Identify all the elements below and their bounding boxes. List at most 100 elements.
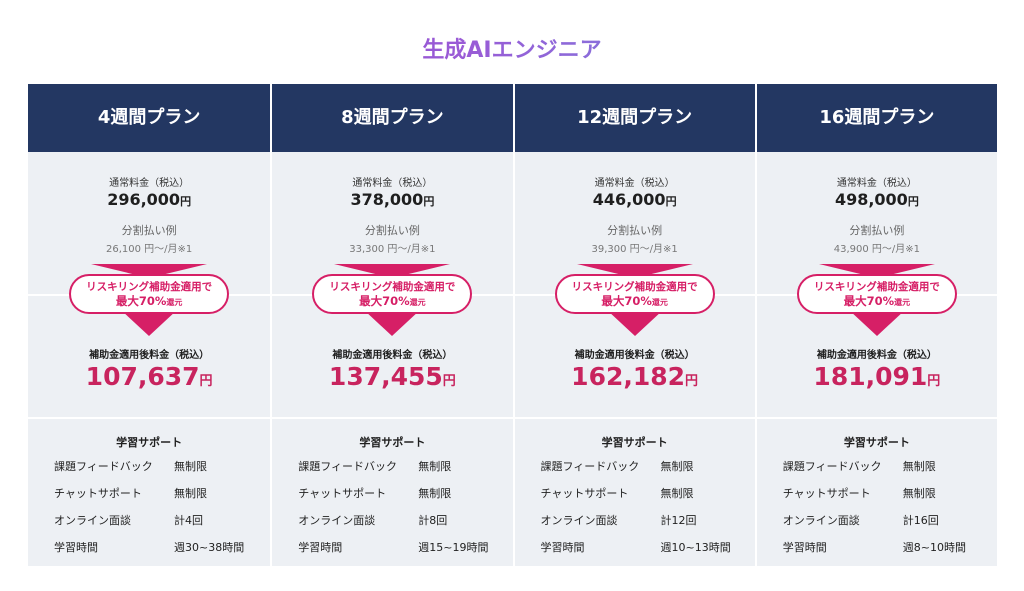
installment-value: 43,900 円〜/月※1 [833,244,921,255]
support-value: 無制限 [902,487,936,500]
after-subsidy-label: 補助金適用後料金（税込） [816,350,937,361]
currency-unit: 円 [907,195,919,208]
regular-price-value: 378,000 [350,190,424,209]
support-label: 学習時間 [782,541,827,554]
regular-price: 498,000円 [757,190,997,209]
regular-price: 378,000円 [272,190,512,209]
support-value: 計12回 [660,514,697,527]
divider [28,417,271,419]
after-subsidy-price: 137,455円 [272,362,512,391]
arrow-down-icon [848,310,905,336]
plan-header: 12週間プラン [514,84,755,152]
subsidy-badge-line2: 最大70%還元 [799,294,955,310]
support-title: 学習サポート [359,436,426,449]
subsidy-badge-rate: 最大70% [843,294,895,308]
support-value: 計16回 [902,514,939,527]
installment-value: 33,300 円〜/月※1 [349,244,436,255]
subsidy-badge-rate: 最大70% [601,294,652,308]
subsidy-badge-rate: 最大70% [115,294,167,308]
installment-value: 39,300 円〜/月※1 [591,244,678,255]
regular-price-label: 通常料金（税込） [836,178,917,189]
support-value: 無制限 [660,460,694,473]
after-subsidy-label: 補助金適用後料金（税込） [332,350,453,361]
support-title: 学習サポート [843,436,910,449]
pricing-table: 4週間プラン 通常料金（税込） 296,000円 分割払い例 26,100 円〜… [28,84,997,566]
support-label: オンライン面談 [540,514,618,527]
support-label: 課題フィードバック [782,460,882,473]
support-label: 学習時間 [298,541,343,554]
subsidy-badge-line2: 最大70%還元 [71,294,227,310]
regular-price-label: 通常料金（税込） [594,178,675,189]
support-label: チャットサポート [298,487,387,500]
page-title: 生成AIエンジニア [0,32,1024,64]
support-value: 無制限 [902,460,936,473]
after-subsidy-price-value: 162,182 [571,362,686,391]
support-label: オンライン面談 [298,514,376,527]
support-value: 計8回 [418,514,448,527]
support-title: 学習サポート [601,436,668,449]
after-subsidy-price: 181,091円 [757,362,997,391]
support-title: 学習サポート [116,436,183,449]
subsidy-badge-rate: 最大70% [359,294,410,308]
after-subsidy-label: 補助金適用後料金（税込） [574,350,695,361]
support-label: 学習時間 [540,541,585,554]
subsidy-badge-line1: リスキリング補助金適用で [329,281,456,293]
support-label: 学習時間 [54,541,98,554]
regular-price: 296,000円 [28,190,270,209]
regular-price-label: 通常料金（税込） [352,178,433,189]
support-value: 計4回 [174,514,203,527]
subsidy-badge-suffix: 還元 [651,298,668,307]
plan-column-8-weeks: 8週間プラン 通常料金（税込） 378,000円 分割払い例 33,300 円〜… [270,84,513,566]
regular-price-label: 通常料金（税込） [109,178,190,189]
support-value: 週10~13時間 [660,541,731,554]
divider [272,417,513,419]
plan-header: 8週間プラン [272,84,513,152]
installment-label: 分割払い例 [607,224,663,237]
divider [514,417,755,419]
after-subsidy-price-value: 137,455 [328,362,443,391]
plan-column-16-weeks: 16週間プラン 通常料金（税込） 498,000円 分割払い例 43,900 円… [754,84,997,566]
plan-header: 4週間プラン [28,84,271,152]
subsidy-badge: リスキリング補助金適用で 最大70%還元 [554,274,715,314]
installment-value: 26,100 円〜/月※1 [105,244,193,255]
after-subsidy-price: 107,637円 [28,362,270,391]
support-label: チャットサポート [540,487,629,500]
currency-unit: 円 [199,374,213,389]
support-label: チャットサポート [54,487,142,500]
subsidy-badge: リスキリング補助金適用で 最大70%還元 [796,274,957,314]
after-subsidy-price-value: 107,637 [85,362,200,391]
regular-price-value: 446,000 [592,190,666,209]
divider [756,417,997,419]
currency-unit: 円 [927,374,941,389]
currency-unit: 円 [665,195,677,208]
after-subsidy-price-value: 181,091 [813,362,928,391]
arrow-down-icon [364,310,421,336]
arrow-down-icon [606,310,663,336]
arrow-down-icon [121,310,178,336]
after-subsidy-label: 補助金適用後料金（税込） [89,350,210,361]
currency-unit: 円 [180,195,192,208]
support-label: オンライン面談 [782,514,860,527]
installment-label: 分割払い例 [364,224,420,237]
plan-header: 16週間プラン [756,84,997,152]
support-value: 週15~19時間 [418,541,489,554]
support-value: 無制限 [174,460,207,473]
regular-price: 446,000円 [515,190,755,209]
support-value: 無制限 [418,487,452,500]
support-label: チャットサポート [782,487,871,500]
support-value: 無制限 [660,487,694,500]
support-label: 課題フィードバック [540,460,640,473]
subsidy-badge-suffix: 還元 [166,298,183,307]
support-value: 無制限 [174,487,207,500]
after-subsidy-price: 162,182円 [515,362,755,391]
installment-label: 分割払い例 [121,224,177,237]
support-value: 無制限 [418,460,452,473]
subsidy-badge: リスキリング補助金適用で 最大70%還元 [312,274,473,314]
currency-unit: 円 [442,374,456,389]
currency-unit: 円 [423,195,435,208]
subsidy-badge-line1: リスキリング補助金適用で [813,281,940,293]
subsidy-badge-line1: リスキリング補助金適用で [86,281,213,293]
support-label: 課題フィードバック [54,460,153,473]
subsidy-badge-line2: 最大70%還元 [557,294,713,310]
subsidy-badge-line1: リスキリング補助金適用で [571,281,698,293]
